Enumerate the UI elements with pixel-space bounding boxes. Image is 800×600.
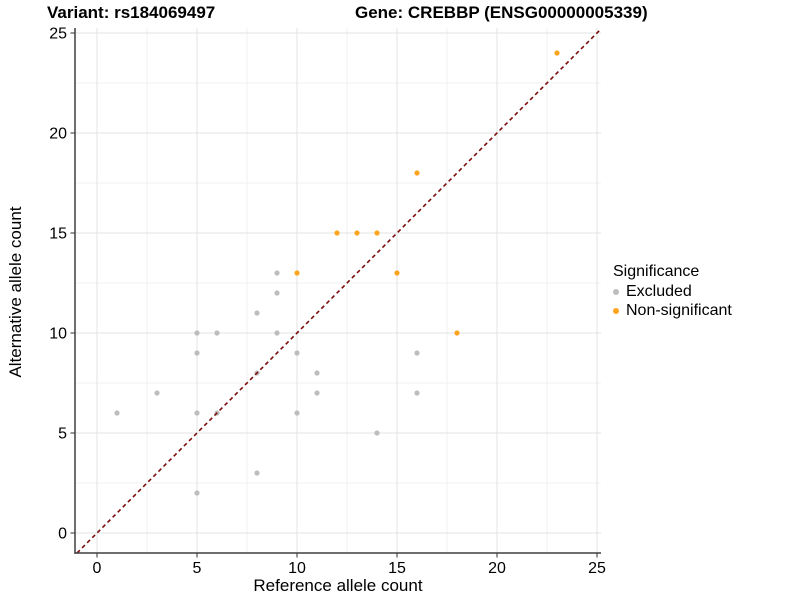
data-point-non-significant: [554, 50, 560, 56]
data-point-non-significant: [414, 170, 420, 176]
plot-title-variant: Variant: rs184069497: [47, 3, 216, 22]
y-tick-label: 10: [49, 326, 67, 343]
y-axis-label: Alternative allele count: [6, 206, 25, 378]
data-point-non-significant: [374, 230, 380, 236]
data-point-excluded: [314, 370, 320, 376]
identity-reference-line: [76, 28, 602, 554]
data-point-excluded: [214, 330, 220, 336]
data-point-excluded: [194, 490, 200, 496]
data-point-non-significant: [394, 270, 400, 276]
data-point-non-significant: [294, 270, 300, 276]
data-point-excluded: [254, 470, 260, 476]
legend-item-label: Excluded: [626, 283, 692, 300]
legend-title: Significance: [613, 263, 700, 280]
data-point-excluded: [274, 270, 280, 276]
x-tick-label: 25: [588, 560, 606, 577]
data-point-excluded: [194, 350, 200, 356]
data-point-non-significant: [454, 330, 460, 336]
non-significant-point-swatch: [613, 307, 619, 314]
data-point-excluded: [294, 410, 300, 416]
legend-item-excluded: Excluded: [613, 282, 732, 301]
y-tick-label: 0: [58, 526, 67, 543]
data-point-excluded: [194, 330, 200, 336]
data-point-excluded: [194, 410, 200, 416]
data-point-excluded: [414, 390, 420, 396]
data-point-excluded: [374, 430, 380, 436]
data-point-non-significant: [334, 230, 340, 236]
x-tick-label: 10: [288, 560, 306, 577]
data-point-excluded: [274, 290, 280, 296]
x-tick-label: 15: [388, 560, 406, 577]
excluded-point-swatch: [613, 288, 619, 295]
x-tick-label: 20: [488, 560, 506, 577]
data-point-excluded: [294, 350, 300, 356]
y-tick-label: 20: [49, 126, 67, 143]
plot-title-gene: Gene: CREBBP (ENSG00000005339): [355, 3, 648, 22]
x-tick-label: 5: [193, 560, 202, 577]
legend-item-non-significant: Non-significant: [613, 301, 732, 320]
x-axis-label: Reference allele count: [253, 576, 423, 595]
y-tick-label: 15: [49, 226, 67, 243]
y-tick-label: 5: [58, 426, 67, 443]
data-point-excluded: [154, 390, 160, 396]
legend-item-label: Non-significant: [626, 302, 732, 319]
x-tick-label: 0: [93, 560, 102, 577]
data-point-excluded: [114, 410, 120, 416]
legend: Significance Excluded Non-significant: [613, 262, 732, 320]
data-point-excluded: [254, 310, 260, 316]
data-point-excluded: [274, 330, 280, 336]
data-point-excluded: [314, 390, 320, 396]
y-tick-label: 25: [49, 26, 67, 43]
data-point-excluded: [414, 350, 420, 356]
data-point-non-significant: [354, 230, 360, 236]
